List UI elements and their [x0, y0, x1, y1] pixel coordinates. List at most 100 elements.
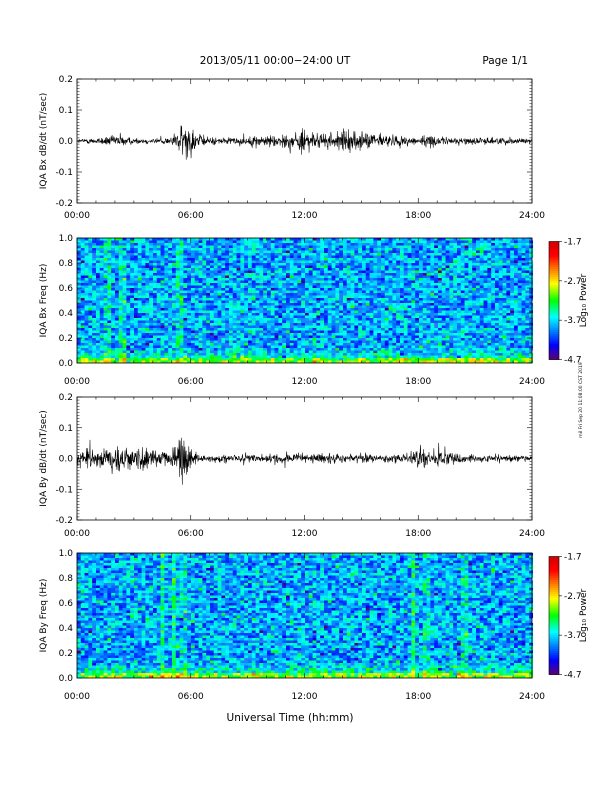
spectrogram-cell	[168, 293, 173, 296]
spectrogram-cell	[225, 318, 230, 321]
spectrogram-cell	[438, 330, 442, 334]
spectrogram-cell	[354, 270, 359, 274]
spectrogram-cell	[388, 330, 393, 334]
spectrogram-cell	[419, 288, 423, 291]
spectrogram-cell	[377, 318, 382, 321]
spectrogram-cell	[312, 255, 317, 259]
spectrogram-cell	[130, 340, 135, 344]
spectrogram-cell	[354, 358, 359, 361]
spectrogram-cell	[415, 348, 420, 351]
spectrogram-cell	[369, 268, 374, 271]
spectrogram-cell	[278, 275, 283, 279]
spectrogram-cell	[320, 320, 325, 324]
spectrogram-cell	[88, 340, 93, 344]
spectrogram-cell	[202, 320, 207, 324]
spectrogram-cell	[331, 250, 336, 254]
spectrogram-cell	[248, 350, 252, 354]
spectrogram-cell	[244, 258, 249, 261]
spectrogram-cell	[84, 240, 89, 244]
spectrogram-cell	[316, 268, 321, 271]
spectrogram-cell	[210, 258, 214, 261]
spectrogram-cell	[293, 260, 298, 264]
spectrogram-cell	[251, 295, 256, 299]
spectrogram-cell	[221, 288, 226, 291]
spectrogram-cell	[270, 338, 275, 341]
spectrogram-cell	[263, 263, 268, 266]
spectrogram-cell	[225, 300, 230, 304]
spectrogram-cell	[286, 260, 290, 264]
spectrogram-cell	[441, 273, 446, 276]
spectrogram-cell	[141, 353, 146, 356]
spectrogram-cell	[270, 358, 275, 361]
spectrogram-cell	[103, 290, 108, 294]
spectrogram-cell	[88, 240, 93, 244]
spectrogram-cell	[172, 343, 176, 346]
spectrogram-cell	[153, 325, 157, 329]
spectrogram-cell	[107, 273, 112, 276]
spectrogram-cell	[400, 273, 404, 276]
spectrogram-cell	[240, 303, 245, 306]
spectrogram-cell	[278, 293, 283, 296]
spectrogram-cell	[255, 283, 260, 286]
spectrogram-cell	[141, 280, 146, 284]
spectrogram-cell	[282, 255, 287, 259]
spectrogram-cell	[229, 293, 233, 296]
spectrogram-cell	[251, 325, 256, 329]
spectrogram-cell	[141, 253, 146, 256]
spectrogram-cell	[293, 245, 298, 249]
spectrogram-cell	[270, 290, 275, 294]
spectrogram-cell	[183, 253, 188, 256]
spectrogram-cell	[88, 253, 93, 256]
spectrogram-cell	[422, 285, 427, 289]
spectrogram-cell	[107, 335, 112, 339]
page-title: 2013/05/11 00:00−24:00 UT	[200, 55, 351, 67]
spectrogram-cell	[464, 255, 469, 259]
spectrogram-cell	[141, 258, 146, 261]
spectrogram-cell	[324, 278, 328, 281]
spectrogram-cell	[354, 350, 359, 354]
spectrogram-cell	[221, 348, 226, 351]
spectrogram-cell	[270, 300, 275, 304]
spectrogram-cell	[346, 350, 351, 354]
spectrogram-cell	[99, 305, 104, 309]
spectrogram-cell	[457, 325, 461, 329]
spectrogram-cell	[320, 358, 325, 361]
spectrogram-cell	[460, 273, 465, 276]
spectrogram-cell	[350, 325, 355, 329]
spectrogram-cell	[403, 258, 408, 261]
spectrogram-cell	[194, 350, 199, 354]
spectrogram-cell	[191, 258, 195, 261]
spectrogram-cell	[282, 280, 287, 284]
spectrogram-cell	[225, 240, 230, 244]
spectrogram-cell	[251, 290, 256, 294]
spectrogram-cell	[415, 238, 420, 241]
spectrogram-cell	[301, 358, 306, 361]
spectrogram-cell	[251, 285, 256, 289]
spectrogram-cell	[267, 258, 271, 261]
spectrogram-cell	[103, 275, 108, 279]
spectrogram-cell	[369, 348, 374, 351]
spectrogram-cell	[153, 295, 157, 299]
spectrogram-cell	[331, 300, 336, 304]
spectrogram-cell	[350, 305, 355, 309]
spectrogram-cell	[99, 335, 104, 339]
spectrogram-cell	[438, 255, 442, 259]
spectrogram-cell	[172, 273, 176, 276]
spectrogram-cell	[400, 298, 404, 301]
spectrogram-cell	[449, 275, 454, 279]
spectrogram-cell	[373, 273, 378, 276]
spectrogram-cell	[202, 350, 207, 354]
spectrogram-cell	[236, 288, 241, 291]
spectrogram-cell	[160, 333, 165, 336]
spectrogram-cell	[358, 360, 363, 364]
spectrogram-cell	[331, 298, 336, 301]
spectrogram-cell	[248, 338, 252, 341]
spectrogram-cell	[263, 280, 268, 284]
spectrogram-cell	[164, 253, 169, 256]
spectrogram-cell	[77, 308, 81, 311]
spectrogram-cell	[92, 310, 97, 314]
spectrogram-cell	[213, 240, 218, 244]
spectrogram-cell	[282, 348, 287, 351]
spectrogram-cell	[251, 335, 256, 339]
spectrogram-cell	[134, 270, 138, 274]
